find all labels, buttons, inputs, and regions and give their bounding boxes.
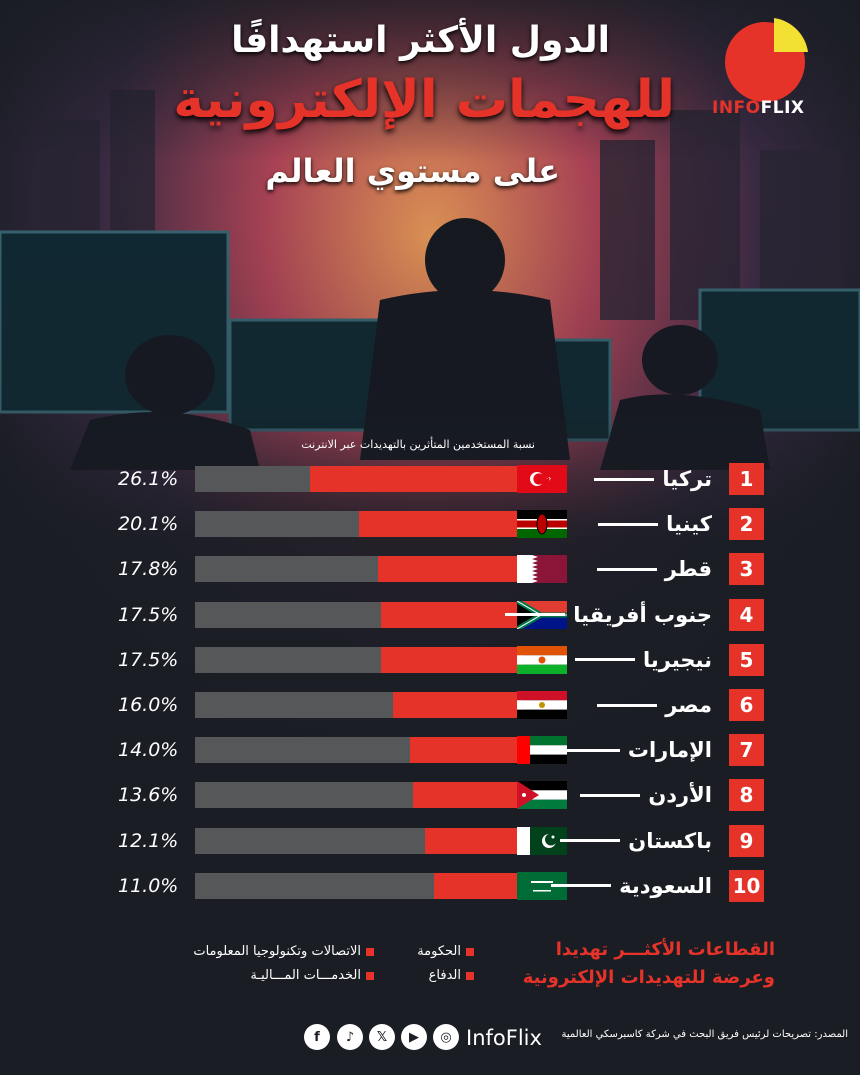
country-label: جنوب أفريقيا	[505, 599, 712, 631]
rank-badge: 2	[729, 508, 764, 541]
country-label: نيجيريا	[575, 644, 712, 676]
tiktok-icon[interactable]: ♪	[337, 1024, 363, 1050]
chart-title: نسبة المستخدمين المتأثرين بالتهديدات عبر…	[301, 438, 535, 451]
bar	[409, 737, 525, 764]
country-label: قطر	[596, 553, 712, 585]
chart-row: 14.0% الإمارات 7	[0, 734, 860, 767]
bar	[434, 872, 525, 899]
bar	[380, 646, 525, 673]
chart-row: 11.0% السعودية 10	[0, 869, 860, 902]
chart-row: 16.0% مصر 6	[0, 689, 860, 721]
rank-badge: 9	[729, 824, 764, 857]
kenya-flag-icon	[517, 510, 567, 539]
value-label: 20.1%	[118, 513, 179, 536]
bar	[425, 827, 525, 854]
title-line-1: الدول الأكثر استهدافًا	[231, 20, 610, 61]
logo-wordmark: INFOFLIX	[712, 98, 805, 118]
x-icon[interactable]: 𝕏	[369, 1024, 395, 1050]
youtube-icon[interactable]: ▶	[401, 1024, 427, 1050]
country-label: الأردن	[580, 779, 712, 811]
chart-row: 17.5% جنوب أفريقيا 4	[0, 598, 860, 631]
bar	[393, 692, 525, 718]
value-label: 17.5%	[118, 648, 179, 671]
turkey-flag-icon	[517, 465, 567, 493]
bar	[380, 601, 525, 628]
title-line-3: على مستوي العالم	[265, 152, 560, 190]
chart-row: 17.5% نيجيريا 5	[0, 643, 860, 676]
rank-badge: 1	[729, 463, 764, 495]
source-note: المصدر: تصريحات لرئيس فريق البحث في شركة…	[561, 1029, 848, 1040]
legend-item-telecom-it: الاتصالات وتكنولوجيا المعلومات	[193, 944, 374, 959]
chart-row: 12.1% باكستان 9	[0, 824, 860, 857]
country-label: الإمارات	[559, 734, 712, 766]
rank-badge: 3	[729, 553, 764, 586]
country-label: السعودية	[551, 870, 712, 902]
value-label: 16.0%	[118, 694, 179, 716]
rank-badge: 5	[729, 643, 764, 676]
chart-row: 20.1% كينيا 2	[0, 508, 860, 541]
country-label: مصر	[597, 689, 712, 721]
footer-brand: InfoFlix	[466, 1026, 542, 1050]
value-label: 14.0%	[118, 739, 179, 762]
uae-flag-icon	[517, 736, 567, 765]
title-line-2: للهجمات الإلكترونية	[173, 70, 675, 130]
value-label: 13.6%	[118, 784, 179, 807]
value-label: 11.0%	[118, 874, 179, 897]
value-label: 17.8%	[118, 558, 179, 581]
pakistan-flag-icon	[517, 826, 567, 855]
legend-title: القطاعات الأكثـــر تهديدا وعرضة للتهديدا…	[522, 939, 775, 988]
country-label: كينيا	[598, 508, 712, 540]
rank-badge: 8	[729, 779, 764, 812]
bar	[378, 556, 525, 583]
jordan-flag-icon	[517, 781, 567, 810]
bar	[309, 466, 525, 492]
chart-row: 17.8% قطر 3	[0, 553, 860, 586]
value-label: 17.5%	[118, 603, 179, 626]
bar	[412, 782, 525, 809]
legend-item-defense: الدفاع	[429, 968, 474, 983]
egypt-flag-icon	[517, 691, 567, 719]
legend-item-financial: الخدمـــات المـــاليـة	[250, 968, 374, 983]
rank-badge: 6	[729, 689, 764, 721]
legend-item-government: الحكومة	[417, 944, 474, 959]
rank-badge: 4	[729, 598, 764, 631]
rank-badge: 10	[729, 869, 764, 902]
rank-badge: 7	[729, 734, 764, 767]
country-label: باكستان	[560, 825, 712, 857]
country-label: تركيا	[594, 463, 712, 495]
bar	[359, 511, 525, 538]
infoflix-logo-icon	[725, 18, 808, 102]
value-label: 12.1%	[118, 829, 179, 852]
facebook-icon[interactable]: f	[304, 1024, 330, 1050]
qatar-flag-icon	[517, 555, 567, 584]
niger-flag-icon	[517, 645, 567, 674]
chart-row: 13.6% الأردن 8	[0, 779, 860, 812]
instagram-icon[interactable]: ◎	[433, 1024, 459, 1050]
chart-row: 26.1% تركيا 1	[0, 463, 860, 495]
value-label: 26.1%	[118, 468, 179, 490]
